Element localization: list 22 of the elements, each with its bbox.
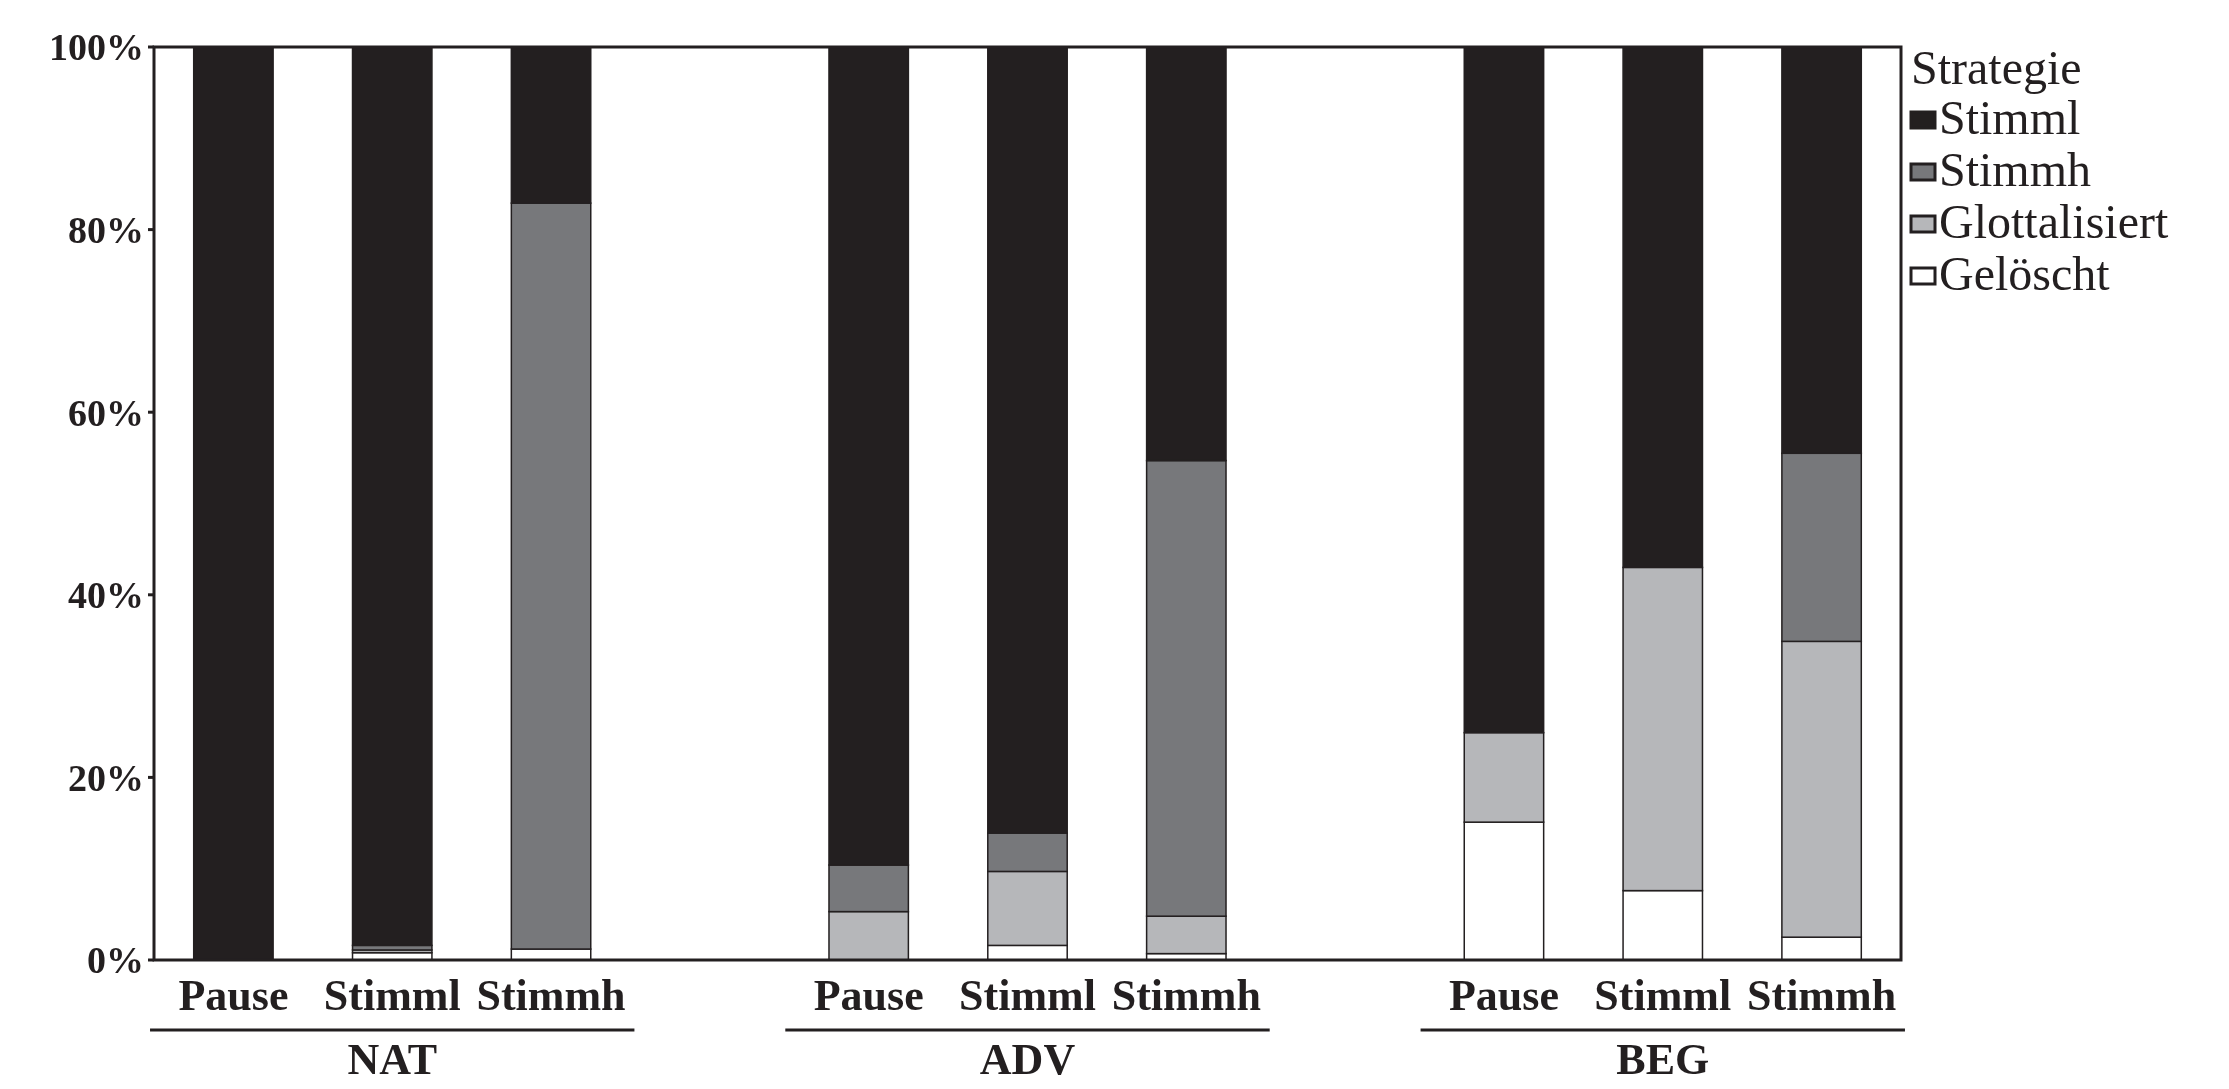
y-tick-label: 60%	[68, 391, 144, 434]
legend-label: Gelöscht	[1939, 247, 2111, 300]
x-tick-label: Stimmh	[1111, 971, 1261, 1020]
text: BEG	[1616, 1035, 1710, 1084]
y-tick-label: 40%	[68, 574, 144, 617]
x-tick-label: Stimml	[1594, 971, 1732, 1020]
y-tick-label: 20%	[68, 756, 144, 799]
legend-label: Glottalisiert	[1939, 195, 2169, 248]
text: NAT	[347, 1035, 438, 1084]
x-tick-label: Stimml	[959, 971, 1096, 1020]
y-tick-label: 80%	[68, 208, 144, 251]
x-tick-label: Pause	[813, 971, 924, 1020]
x-tick-label: Stimmh	[1747, 971, 1897, 1020]
x-tick-label: Stimml	[323, 971, 461, 1020]
legend-label: Stimmh	[1939, 143, 2092, 196]
text: ADV	[979, 1035, 1076, 1084]
y-tick-label: 100%	[49, 26, 144, 69]
legend-title: Strategie	[1911, 41, 2082, 94]
x-tick-label: Pause	[1448, 971, 1559, 1020]
y-tick-label: 0%	[87, 939, 144, 982]
x-tick-label: Pause	[178, 971, 289, 1020]
x-tick-label: Stimmh	[476, 971, 626, 1020]
